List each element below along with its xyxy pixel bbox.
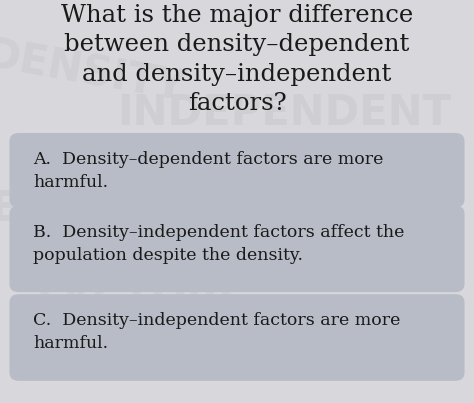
FancyBboxPatch shape — [9, 294, 465, 381]
Text: INDEPENDENT: INDEPENDENT — [70, 229, 404, 271]
Text: A.  Density–dependent factors are more
harmful.: A. Density–dependent factors are more ha… — [33, 151, 383, 191]
Text: FACTORS: FACTORS — [36, 281, 248, 323]
FancyBboxPatch shape — [9, 206, 465, 292]
Text: INDEPENDENT: INDEPENDENT — [118, 92, 451, 134]
Text: DENSITY: DENSITY — [0, 189, 158, 231]
FancyBboxPatch shape — [9, 133, 465, 208]
Text: B.  Density–independent factors affect the
population despite the density.: B. Density–independent factors affect th… — [33, 224, 404, 264]
Text: DENSITY: DENSITY — [0, 34, 189, 111]
Text: FACTORS: FACTORS — [249, 160, 462, 202]
Text: C.  Density–independent factors are more
harmful.: C. Density–independent factors are more … — [33, 312, 401, 352]
Text: What is the major difference
between density–dependent
and density–independent
f: What is the major difference between den… — [61, 4, 413, 115]
